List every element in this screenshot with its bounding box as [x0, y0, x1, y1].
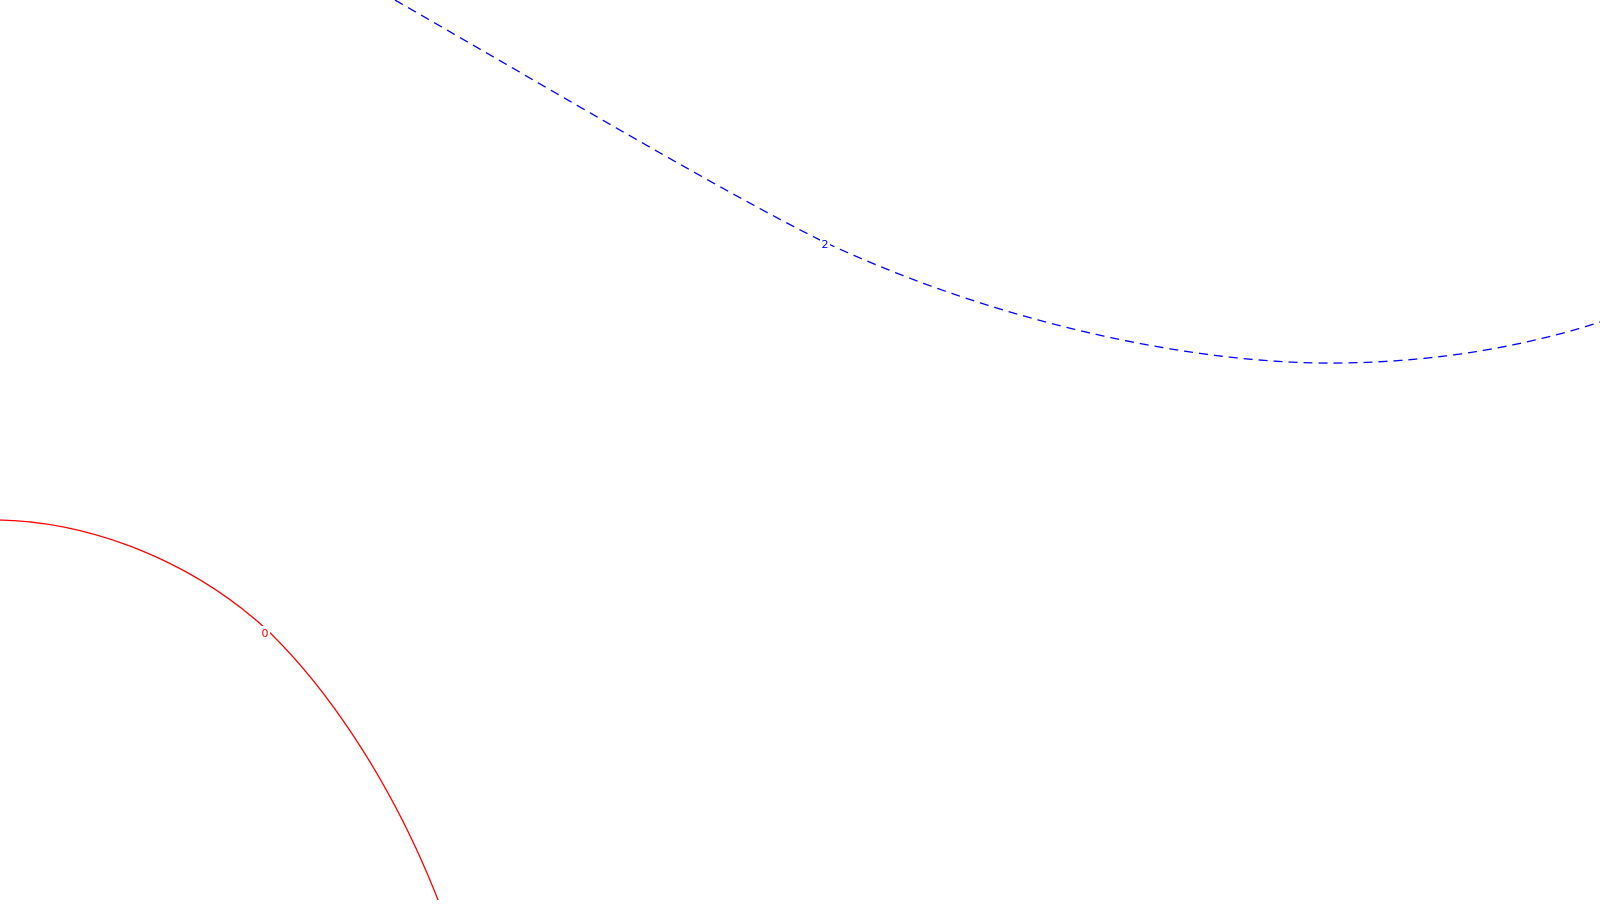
contour-label-0: 0 [262, 627, 269, 640]
contour-label-background-2 [820, 237, 830, 249]
contour-label-2: 2 [822, 238, 829, 251]
contour-label-background-0 [260, 626, 270, 638]
contour-line-0 [0, 519, 441, 904]
contour-line-2 [394, 0, 1600, 364]
